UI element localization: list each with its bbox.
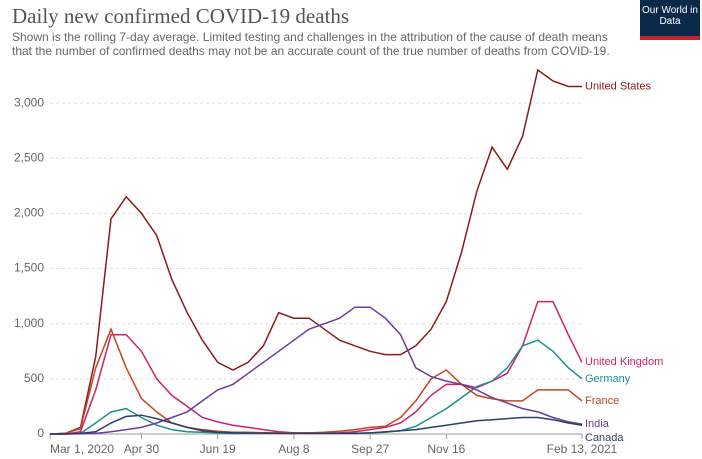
y-tick-label: 0 xyxy=(37,426,44,440)
x-tick-label: Apr 30 xyxy=(124,442,160,456)
series-line xyxy=(50,306,583,435)
legend-label: India xyxy=(585,418,610,430)
x-tick-label: Aug 8 xyxy=(278,442,310,456)
logo: Our World in Data xyxy=(640,0,700,40)
series-line xyxy=(50,300,583,435)
x-tick-label: Nov 16 xyxy=(427,442,465,456)
x-tick-label: Jun 19 xyxy=(200,442,236,456)
y-tick-label: 2,000 xyxy=(14,206,44,220)
series-line xyxy=(50,339,583,435)
y-tick-label: 1,000 xyxy=(14,316,44,330)
y-tick-label: 500 xyxy=(24,371,44,385)
legend-label: Canada xyxy=(585,432,624,444)
y-tick-label: 3,000 xyxy=(14,95,44,109)
y-tick-label: 2,500 xyxy=(14,150,44,164)
legend-label: Germany xyxy=(585,373,631,385)
x-tick-label: Sep 27 xyxy=(351,442,389,456)
series-line xyxy=(50,414,583,435)
chart-subtitle: Shown is the rolling 7-day average. Limi… xyxy=(12,30,610,58)
x-tick-label: Feb 13, 2021 xyxy=(547,442,618,456)
legend-label: France xyxy=(585,395,619,407)
legend-label: United States xyxy=(585,80,652,92)
series-line xyxy=(49,68,582,435)
chart-title: Daily new confirmed COVID-19 deaths xyxy=(12,4,350,28)
y-tick-label: 1,500 xyxy=(14,261,44,275)
legend-label: United Kingdom xyxy=(585,356,663,368)
x-tick-label: Mar 1, 2020 xyxy=(50,442,114,456)
